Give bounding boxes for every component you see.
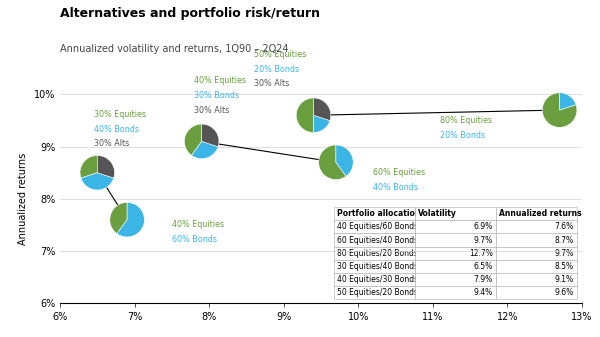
Wedge shape: [191, 142, 218, 159]
Wedge shape: [81, 173, 114, 190]
Text: 50% Equities: 50% Equities: [254, 50, 306, 59]
Text: 30% Equities: 30% Equities: [94, 110, 146, 119]
Wedge shape: [314, 98, 331, 121]
Wedge shape: [97, 155, 115, 178]
Wedge shape: [314, 115, 330, 132]
Wedge shape: [117, 203, 145, 237]
Text: 30% Alts: 30% Alts: [194, 105, 229, 115]
Text: Alternatives and portfolio risk/return: Alternatives and portfolio risk/return: [60, 7, 320, 20]
Wedge shape: [542, 93, 577, 127]
Y-axis label: Annualized returns: Annualized returns: [18, 153, 28, 245]
Text: 30% Alts: 30% Alts: [254, 80, 289, 88]
Text: 60% Bonds: 60% Bonds: [172, 235, 217, 244]
Wedge shape: [296, 98, 314, 132]
Wedge shape: [336, 145, 353, 176]
Text: 30% Bonds: 30% Bonds: [194, 91, 239, 100]
Text: 40% Bonds: 40% Bonds: [373, 183, 418, 192]
Text: Annualized volatility and returns, 1Q90 – 2Q24: Annualized volatility and returns, 1Q90 …: [60, 44, 289, 54]
Wedge shape: [560, 93, 576, 110]
Wedge shape: [319, 145, 346, 180]
Wedge shape: [80, 155, 97, 178]
Text: 20% Bonds: 20% Bonds: [440, 131, 485, 140]
Wedge shape: [202, 124, 219, 147]
Text: 40% Equities: 40% Equities: [172, 220, 224, 229]
Text: 20% Bonds: 20% Bonds: [254, 65, 299, 74]
Text: 60% Equities: 60% Equities: [373, 168, 425, 177]
Text: 40% Equities: 40% Equities: [194, 76, 247, 85]
Text: 40% Bonds: 40% Bonds: [94, 125, 139, 134]
Wedge shape: [184, 124, 202, 155]
Wedge shape: [110, 203, 127, 234]
Text: 30% Alts: 30% Alts: [94, 140, 129, 149]
Text: 80% Equities: 80% Equities: [440, 116, 493, 125]
